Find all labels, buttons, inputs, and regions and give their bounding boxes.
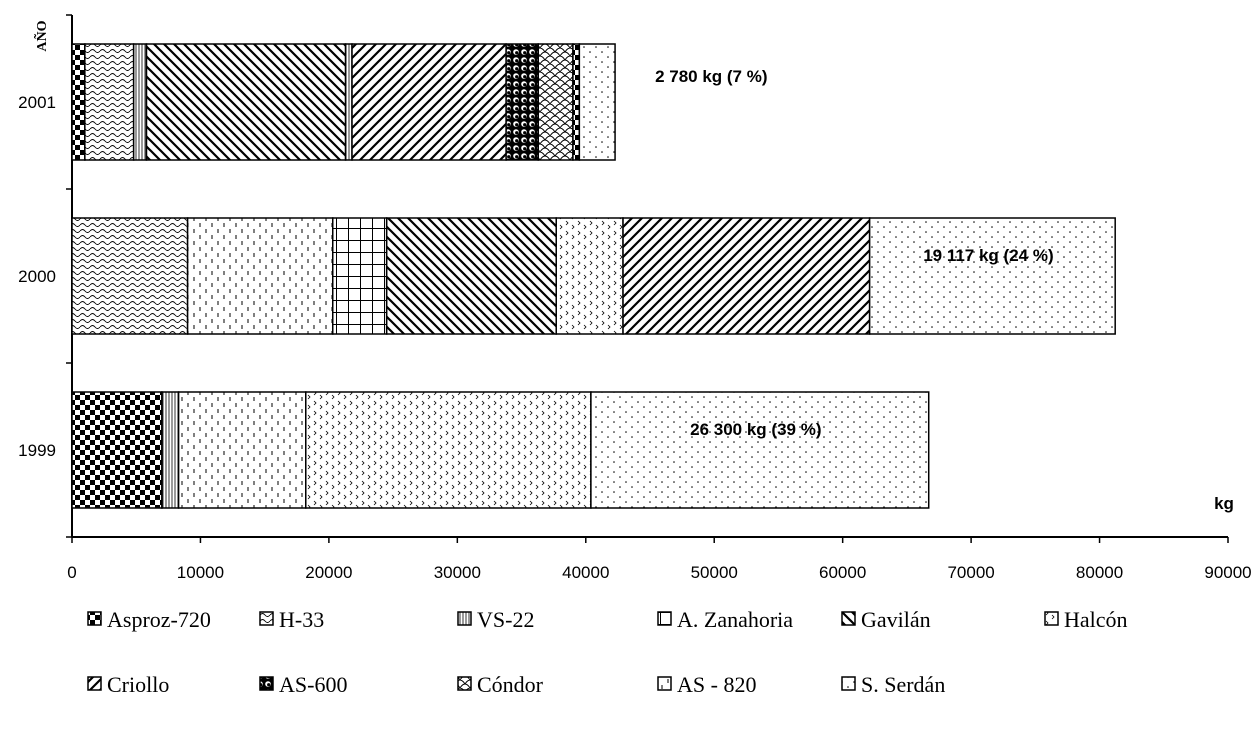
bar-segment-2000: [385, 217, 557, 335]
year-label-2001: 2001: [18, 93, 56, 112]
x-tick-label: 70000: [947, 563, 994, 582]
bar-segment-2000: [331, 217, 388, 335]
bar-annotation-2001: 2 780 kg (7 %): [655, 67, 767, 86]
legend-entry: A. Zanahoria: [657, 607, 793, 632]
legend-label: AS-600: [279, 672, 347, 697]
legend-label: A. Zanahoria: [677, 607, 793, 632]
x-tick-label: 0: [67, 563, 76, 582]
legend-swatch-vlines: [457, 611, 472, 626]
bar-segment-1999: [71, 391, 163, 509]
bar-annotation-2000: 19 117 kg (24 %): [923, 246, 1053, 265]
bar-segment-2000: [555, 217, 624, 335]
x-tick-label: 50000: [691, 563, 738, 582]
bar-segment-2001: [351, 43, 507, 161]
bar-segment-1999: [590, 391, 930, 509]
bar-segment-1999: [177, 391, 307, 509]
bars: [71, 43, 1116, 509]
legend-swatch-circles: [259, 676, 274, 691]
x-tick-label: 90000: [1204, 563, 1251, 582]
bar-segment-2000: [186, 217, 334, 335]
bar-segment-1999: [161, 391, 180, 509]
bar-segment-2001: [572, 43, 581, 161]
legend-swatch-chevrons: [1044, 611, 1059, 626]
legend-label: Halcón: [1064, 607, 1128, 632]
legend-label: AS - 820: [677, 672, 756, 697]
legend-swatch-grid: [657, 611, 672, 626]
legend-label: Gavilán: [861, 607, 931, 632]
bar-segment-2001: [505, 43, 540, 161]
bar-segment-2000: [71, 217, 189, 335]
legend: Asproz-720 H-33 VS-22 A. Zanahoria Gavilán Ha…: [87, 607, 1128, 697]
legend-swatch-diag-fwd: [87, 676, 102, 691]
bar-segment-1999: [305, 391, 592, 509]
legend-swatch-wave: [259, 611, 274, 626]
legend-entry: Asproz-720: [87, 607, 211, 632]
legend-label: VS-22: [477, 607, 534, 632]
legend-label: Asproz-720: [107, 607, 211, 632]
bar-segment-2001: [132, 43, 148, 161]
legend-swatch-diag-back: [841, 611, 856, 626]
legend-label: Criollo: [107, 672, 169, 697]
legend-label: H-33: [279, 607, 324, 632]
x-tick-label: 60000: [819, 563, 866, 582]
bar-segment-2000: [868, 217, 1116, 335]
legend-swatch-scales: [457, 676, 472, 691]
bar-segment-2001: [71, 43, 86, 161]
bar-segment-2000: [622, 217, 871, 335]
year-label-1999: 1999: [18, 441, 56, 460]
x-tick-label: 40000: [562, 563, 609, 582]
legend-swatch-vdash: [657, 676, 672, 691]
legend-swatch-checker: [87, 611, 102, 626]
axes: 2001 2000 1999 0 10000 20000 30000 40000 50000 6…: [18, 14, 1252, 582]
x-tick-label: 20000: [305, 563, 352, 582]
bar-annotation-1999: 26 300 kg (39 %): [690, 420, 821, 439]
x-tick-label: 10000: [177, 563, 224, 582]
bar-segment-2001: [578, 43, 616, 161]
year-label-2000: 2000: [18, 267, 56, 286]
legend-entry: Criollo: [87, 672, 169, 697]
legend-entry: AS - 820: [657, 672, 756, 697]
legend-entry: VS-22: [457, 607, 534, 632]
legend-label: S. Serdán: [861, 672, 945, 697]
bar-segment-2001: [537, 43, 574, 161]
x-tick-label: 30000: [434, 563, 481, 582]
legend-label: Cóndor: [477, 672, 544, 697]
y-axis-title: AÑO: [32, 20, 50, 51]
annotations: 2 780 kg (7 %) 19 117 kg (24 %) 26 300 kg …: [655, 67, 1054, 439]
legend-swatch-dots: [841, 676, 856, 691]
legend-entry: Halcón: [1044, 607, 1128, 632]
x-tick-label: 80000: [1076, 563, 1123, 582]
legend-entry: AS-600: [259, 672, 347, 697]
bar-segment-2001: [84, 43, 135, 161]
bar-segment-2001: [344, 43, 353, 161]
legend-entry: H-33: [259, 607, 324, 632]
bar-segment-2001: [145, 43, 347, 161]
legend-entry: Gavilán: [841, 607, 931, 632]
legend-entry: Cóndor: [457, 672, 544, 697]
legend-entry: S. Serdán: [841, 672, 945, 697]
x-unit-label: kg: [1214, 494, 1234, 513]
